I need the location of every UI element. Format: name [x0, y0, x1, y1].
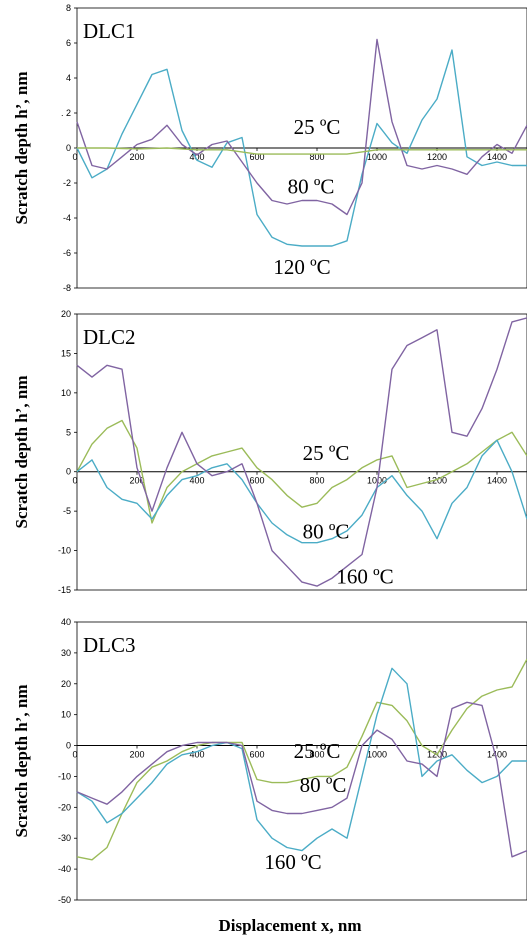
temperature-annotation: 120 ºC	[273, 255, 330, 279]
x-tick-label: 0	[72, 750, 77, 760]
series-line-1	[76, 419, 527, 524]
temperature-annotation: 80 ºC	[300, 773, 347, 797]
plot-frame	[76, 313, 527, 591]
series-line-3	[77, 147, 527, 155]
temperature-annotation: 25 ºC	[294, 115, 341, 139]
y-tick-label: -15	[58, 585, 71, 595]
panel-label: DLC3	[83, 633, 136, 657]
y-axis-label: Scratch depth h’, nm	[12, 684, 31, 837]
x-tick-label: 0	[72, 476, 77, 486]
y-tick-label: -20	[58, 802, 71, 812]
y-tick-label: 0	[66, 143, 71, 153]
x-tick-label: 1400	[487, 750, 507, 760]
y-tick-label: 6	[66, 38, 71, 48]
temperature-annotation: 80 ºC	[288, 175, 335, 199]
y-tick-label: -5	[63, 506, 71, 516]
y-tick-label: -10	[58, 546, 71, 556]
x-tick-label: 200	[129, 152, 144, 162]
plot-frame	[76, 621, 527, 901]
series-line-2	[76, 38, 527, 216]
temperature-annotation: 160 ºC	[336, 565, 393, 589]
x-tick-label: 600	[249, 476, 264, 486]
temperature-annotation: 25 ºC	[294, 739, 341, 763]
x-tick-label: 200	[129, 750, 144, 760]
x-tick-label: 400	[189, 476, 204, 486]
x-tick-label: 200	[129, 476, 144, 486]
y-tick-label: -50	[58, 895, 71, 905]
x-tick-label: 1200	[427, 152, 447, 162]
y-axis-label: Scratch depth h’, nm	[12, 71, 31, 224]
y-tick-label: 20	[61, 679, 71, 689]
y-tick-label: 20	[61, 309, 71, 319]
series-line-2	[76, 667, 527, 852]
series-line-1	[76, 658, 527, 861]
y-tick-label: 5	[66, 427, 71, 437]
panel-label: DLC1	[83, 19, 136, 43]
y-tick-label: -10	[58, 771, 71, 781]
y-tick-label: 10	[61, 710, 71, 720]
y-tick-label: -4	[63, 213, 71, 223]
series-line-1	[76, 49, 527, 247]
temperature-annotation: 160 ºC	[264, 850, 321, 874]
y-tick-label: -30	[58, 833, 71, 843]
y-tick-label: 40	[61, 617, 71, 627]
x-tick-label: 1000	[367, 750, 387, 760]
x-tick-label: 600	[249, 152, 264, 162]
x-tick-label: 800	[309, 152, 324, 162]
x-tick-label: 1200	[427, 476, 447, 486]
x-tick-label: 1000	[367, 476, 387, 486]
y-tick-label: 10	[61, 388, 71, 398]
y-tick-label: 4	[66, 73, 71, 83]
y-axis-label: Scratch depth h’, nm	[12, 375, 31, 528]
x-tick-label: 0	[72, 152, 77, 162]
x-tick-label: 400	[189, 152, 204, 162]
temperature-annotation: 25 ºC	[303, 441, 350, 465]
y-tick-label: -2	[63, 178, 71, 188]
y-tick-label: -40	[58, 864, 71, 874]
y-tick-label: . 2	[61, 108, 71, 118]
x-tick-label: 400	[189, 750, 204, 760]
x-tick-label: 1400	[487, 476, 507, 486]
y-tick-label: 30	[61, 648, 71, 658]
temperature-annotation: 80 ºC	[303, 520, 350, 544]
y-tick-label: -8	[63, 283, 71, 293]
x-tick-label: 600	[249, 750, 264, 760]
series-line-2	[76, 439, 527, 544]
y-tick-label: 0	[66, 467, 71, 477]
x-tick-label: 1400	[487, 152, 507, 162]
y-tick-label: 8	[66, 3, 71, 13]
x-axis-label: Displacement x, nm	[218, 916, 361, 935]
series-line-3	[76, 317, 527, 587]
x-tick-label: 800	[309, 750, 324, 760]
y-tick-label: -6	[63, 248, 71, 258]
x-tick-label: 800	[309, 476, 324, 486]
y-tick-label: 0	[66, 741, 71, 751]
y-tick-label: 15	[61, 348, 71, 358]
panel-label: DLC2	[83, 325, 136, 349]
series-line-3	[76, 701, 527, 858]
x-tick-label: 1000	[367, 152, 387, 162]
